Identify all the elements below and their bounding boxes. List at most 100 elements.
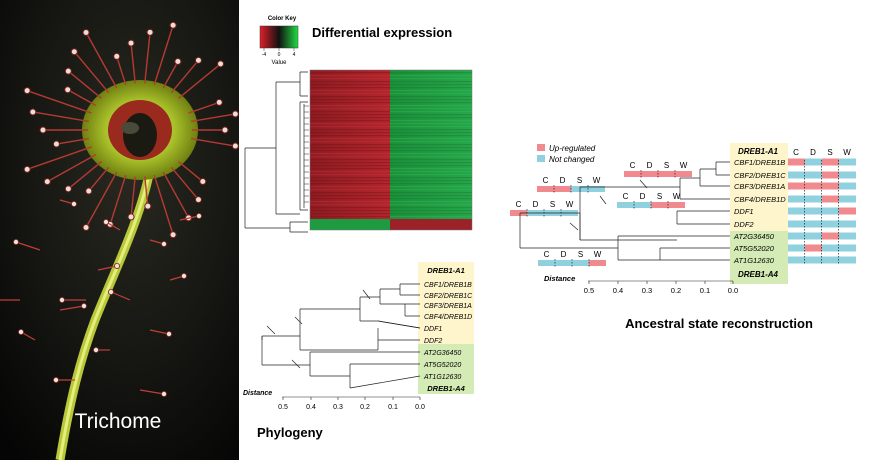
heatmap-row — [390, 162, 472, 164]
heatmap-row — [390, 123, 472, 125]
node-state-header: C — [623, 192, 629, 201]
tentacle — [67, 89, 97, 106]
node-state-cell — [538, 260, 555, 266]
tentacle — [130, 176, 136, 217]
heatmap-row — [390, 171, 472, 173]
tentacle-droplet — [103, 218, 110, 225]
heatmap-row — [390, 192, 472, 194]
heatmap-row — [390, 159, 472, 161]
tentacle-droplet — [43, 178, 51, 186]
tentacle-droplet — [12, 238, 19, 245]
tentacle-droplet — [144, 202, 152, 210]
tentacle — [110, 291, 131, 301]
node-state-cell — [572, 260, 589, 266]
state-column-header: S — [827, 148, 832, 157]
tentacle — [162, 171, 190, 219]
phylogeny-tree — [261, 283, 421, 389]
heatmap-row — [310, 117, 390, 119]
tentacle-droplet — [53, 376, 60, 383]
node-state-header: W — [673, 192, 681, 201]
heatmap-row — [310, 198, 390, 200]
tip-state-cell — [805, 207, 822, 215]
heatmap-row — [390, 87, 472, 89]
tentacle-droplet — [195, 212, 202, 219]
heatmap-row — [390, 90, 472, 92]
legend-swatch-up — [537, 144, 545, 151]
tentacle — [162, 61, 179, 89]
heatmap-row — [390, 93, 472, 95]
heatmap-row — [310, 141, 390, 143]
tentacle — [153, 25, 174, 86]
phylogeny-title: Phylogeny — [257, 425, 324, 440]
heatmap-row — [390, 81, 472, 83]
node-state-cell — [617, 202, 634, 208]
tip-state-cell — [805, 256, 822, 264]
heatmap-row — [390, 183, 472, 185]
heatmap-row — [390, 78, 472, 80]
tentacle-droplet — [93, 346, 100, 353]
heatmap-row — [310, 204, 390, 206]
tentacle — [139, 389, 165, 395]
tip-state-cell — [839, 195, 856, 203]
node-state-cell — [668, 202, 685, 208]
node-state-header: S — [657, 192, 662, 201]
node-state-header: C — [516, 200, 522, 209]
heatmap-row — [390, 138, 472, 140]
distance-label: Distance — [243, 390, 272, 397]
tip-state-cell — [839, 232, 856, 240]
node-state-cell — [588, 186, 605, 192]
tentacle-droplet — [17, 328, 24, 335]
heatmap-row — [390, 156, 472, 158]
tentacle — [188, 101, 220, 114]
tentacle — [190, 113, 236, 123]
node-state-header: W — [566, 200, 574, 209]
node-state-header: D — [647, 161, 653, 170]
phylogeny-gene-label: CBF2/DREB1C — [424, 293, 473, 300]
node-state-header: W — [594, 250, 602, 259]
heatmap-row — [390, 126, 472, 128]
tentacle — [67, 70, 103, 100]
heatmap-row — [390, 72, 472, 74]
heatmap-row — [390, 147, 472, 149]
tentacle — [149, 329, 170, 335]
heatmap-row — [310, 93, 390, 95]
state-column-header: C — [793, 148, 799, 157]
heatmap-row — [310, 189, 390, 191]
tentacle-droplet — [82, 223, 90, 231]
tip-state-cell — [822, 256, 839, 264]
heatmap-row — [310, 195, 390, 197]
tentacle-droplet — [85, 187, 93, 195]
phylogeny-gene-label: AT2G36450 — [423, 350, 461, 357]
heatmap-row — [310, 102, 390, 104]
phylogeny-gene-label: CBF1/DREB1B — [424, 282, 472, 289]
node-state-cell — [641, 171, 658, 177]
heatmap-dendrogram — [244, 71, 309, 233]
tentacle — [73, 51, 110, 94]
tentacle — [144, 32, 151, 84]
heatmap-row — [310, 78, 390, 80]
legend-swatch-not-changed — [537, 155, 545, 162]
heatmap-row — [390, 117, 472, 119]
node-state-header: W — [593, 176, 601, 185]
heatmap-row — [390, 96, 472, 98]
tentacle-droplet — [231, 142, 239, 150]
tentacle-droplet — [64, 67, 72, 75]
tentacle — [190, 137, 236, 147]
state-column-header: D — [810, 148, 816, 157]
phylogeny-panel: DREB1-A1 DREB1-A4 CBF1/DREB1B CBF2/DREB1C… — [243, 262, 474, 440]
tip-state-cell — [805, 244, 822, 252]
tip-state-cell — [788, 195, 805, 203]
heatmap-row — [390, 186, 472, 188]
color-key-title: Color Key — [268, 16, 297, 22]
ancestral-gene-label: AT2G36450 — [733, 232, 775, 241]
tip-state-cell — [822, 220, 839, 228]
heatmap-row — [310, 159, 390, 161]
legend-label-not-changed: Not changed — [549, 155, 595, 164]
tentacle-droplet — [221, 126, 229, 134]
distance-tick-label: 0.4 — [613, 286, 623, 295]
heatmap-row — [390, 99, 472, 101]
tentacle-droplet — [194, 56, 202, 64]
tip-state-cell — [788, 232, 805, 240]
heatmap-row — [310, 180, 390, 182]
tentacle — [177, 63, 221, 100]
